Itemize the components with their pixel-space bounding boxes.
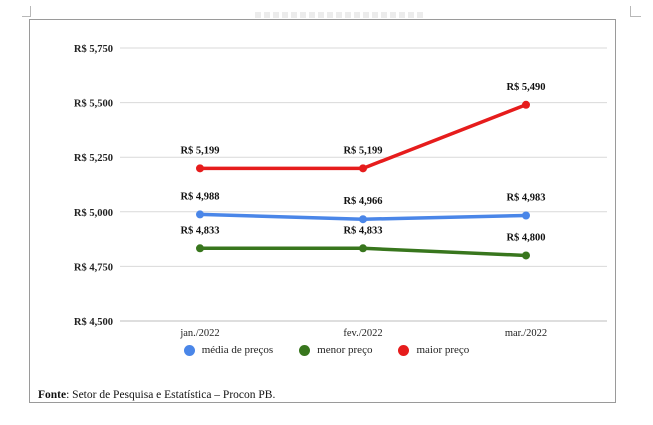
legend-item-menor: menor preço bbox=[299, 344, 372, 356]
data-point bbox=[196, 210, 204, 219]
data-point bbox=[359, 215, 367, 224]
y-tick-label: R$ 4,500 bbox=[74, 317, 113, 328]
data-point bbox=[522, 100, 530, 109]
source-text: : Setor de Pesquisa e Estatística – Proc… bbox=[66, 389, 276, 401]
legend-swatch-menor bbox=[299, 344, 311, 356]
data-label: R$ 4,800 bbox=[506, 232, 545, 243]
data-label: R$ 4,833 bbox=[180, 225, 219, 236]
data-point bbox=[196, 164, 204, 173]
page-corner-mark-right bbox=[630, 6, 641, 17]
data-label: R$ 4,988 bbox=[180, 191, 219, 202]
page-corner-mark-left bbox=[22, 6, 31, 17]
series-line bbox=[198, 103, 528, 171]
x-tick-label: jan./2022 bbox=[179, 328, 219, 339]
data-point bbox=[522, 211, 530, 220]
data-label: R$ 5,490 bbox=[506, 82, 545, 93]
y-tick-label: R$ 5,500 bbox=[74, 99, 113, 110]
source-label: Fonte bbox=[38, 389, 67, 401]
source-note: Fonte: Setor de Pesquisa e Estatística –… bbox=[38, 389, 275, 401]
y-tick-label: R$ 4,750 bbox=[74, 262, 113, 273]
data-point bbox=[196, 244, 204, 253]
data-point bbox=[522, 251, 530, 260]
legend-swatch-media bbox=[183, 344, 195, 356]
legend-item-maior: maior preço bbox=[398, 344, 469, 356]
x-tick-label: fev./2022 bbox=[343, 328, 382, 339]
legend-label-maior: maior preço bbox=[416, 344, 470, 356]
data-label: R$ 4,983 bbox=[506, 193, 545, 204]
data-label: R$ 4,966 bbox=[343, 196, 382, 207]
legend-item-media: média de preços bbox=[183, 344, 274, 356]
data-label: R$ 4,833 bbox=[343, 225, 382, 236]
legend-label-media: média de preços bbox=[201, 344, 274, 356]
data-point bbox=[359, 244, 367, 253]
data-point bbox=[359, 164, 367, 173]
y-tick-label: R$ 5,250 bbox=[74, 153, 113, 164]
y-tick-label: R$ 5,000 bbox=[74, 208, 113, 219]
data-label: R$ 5,199 bbox=[343, 145, 382, 156]
legend-swatch-maior bbox=[398, 344, 410, 356]
faded-header-text bbox=[255, 12, 425, 18]
chart-legend: média de preços menor preço maior preço bbox=[0, 344, 653, 356]
data-label: R$ 5,199 bbox=[180, 145, 219, 156]
figure-frame bbox=[29, 19, 616, 403]
legend-label-menor: menor preço bbox=[317, 344, 373, 356]
x-tick-label: mar./2022 bbox=[505, 328, 547, 339]
y-tick-label: R$ 5,750 bbox=[74, 44, 113, 55]
